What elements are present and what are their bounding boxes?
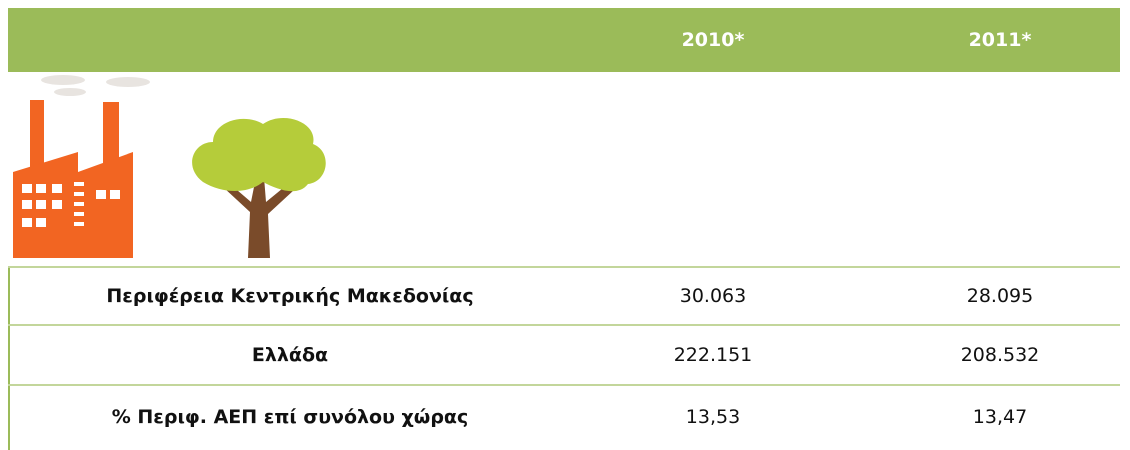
smoke xyxy=(41,75,150,96)
table-row xyxy=(8,384,1120,446)
header-bar xyxy=(8,8,1120,72)
cell: 13,47 xyxy=(972,406,1028,428)
illustration xyxy=(13,75,326,258)
tree-icon xyxy=(192,117,326,258)
cell: 222.151 xyxy=(673,344,753,366)
cell: 208.532 xyxy=(960,344,1040,366)
cell: 28.095 xyxy=(966,285,1034,307)
header-cell: 2010* xyxy=(681,29,745,51)
row-label: Ελλάδα xyxy=(251,344,329,366)
row-label: % Περιφ. ΑΕΠ επί συνόλου χώρας xyxy=(111,406,469,428)
table-border xyxy=(8,268,10,450)
header-cell: 2011* xyxy=(968,29,1032,51)
factory-icon xyxy=(13,100,133,258)
table-row xyxy=(8,324,1120,386)
cell: 30.063 xyxy=(679,285,747,307)
row-label: Περιφέρεια Κεντρικής Μακεδονίας xyxy=(106,285,474,307)
cell: 13,53 xyxy=(685,406,741,428)
table-row xyxy=(8,266,1120,326)
